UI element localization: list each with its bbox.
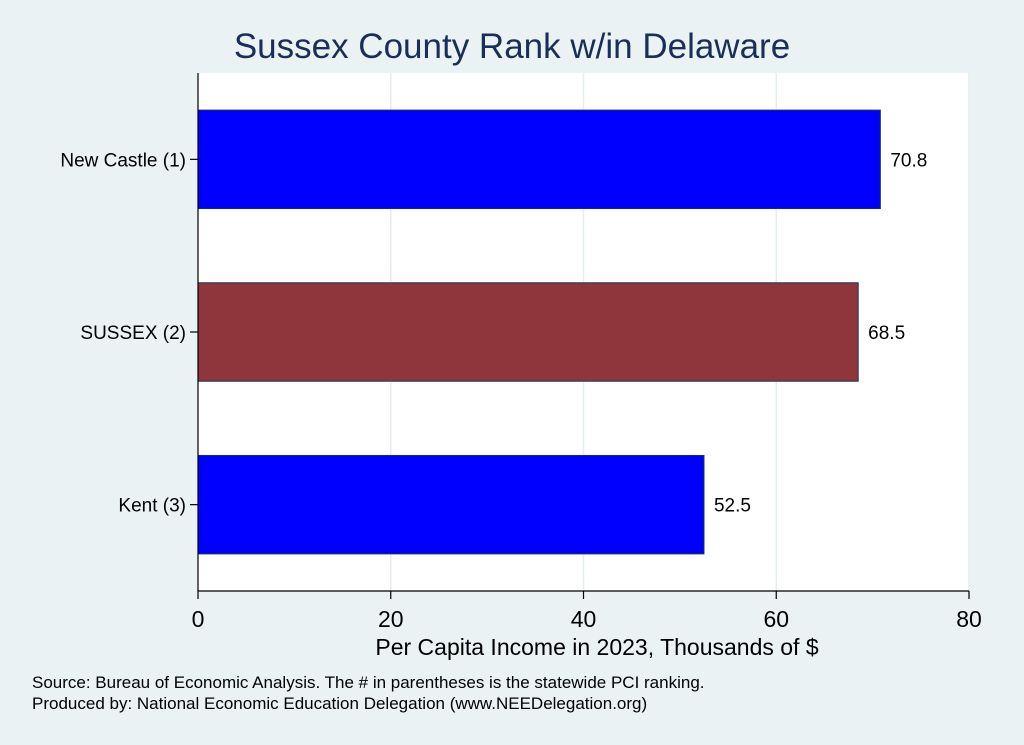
x-tick-label-80: 80 [956,606,982,632]
chart-title: Sussex County Rank w/in Delaware [234,27,790,66]
bar-value-label-3: 52.5 [714,496,751,517]
x-axis-ticks: 0 20 40 60 80 New Castle (1) SUSSEX (2) Kent (3… [60,150,981,632]
x-axis-title: Per Capita Income in 2023, Thousands of … [375,634,818,660]
x-tick-label-0: 0 [192,606,205,632]
bar-value-label-1: 70.8 [890,150,927,171]
source-note: Source: Bureau of Economic Analysis. The… [32,673,705,692]
bar-2 [197,282,859,382]
category-label-3: Kent (3) [118,496,186,517]
bar-3 [197,454,705,555]
produced-by-note: Produced by: National Economic Education… [32,694,647,713]
bar-value-label-2: 68.5 [868,323,905,344]
x-tick-label-60: 60 [763,606,789,632]
x-tick-label-40: 40 [571,606,597,632]
bar-1 [197,109,881,210]
bars: 70.8 68.5 52.5 [197,109,927,555]
x-tick-label-20: 20 [378,606,404,632]
category-label-2: SUSSEX (2) [80,323,186,344]
category-label-1: New Castle (1) [60,150,186,171]
